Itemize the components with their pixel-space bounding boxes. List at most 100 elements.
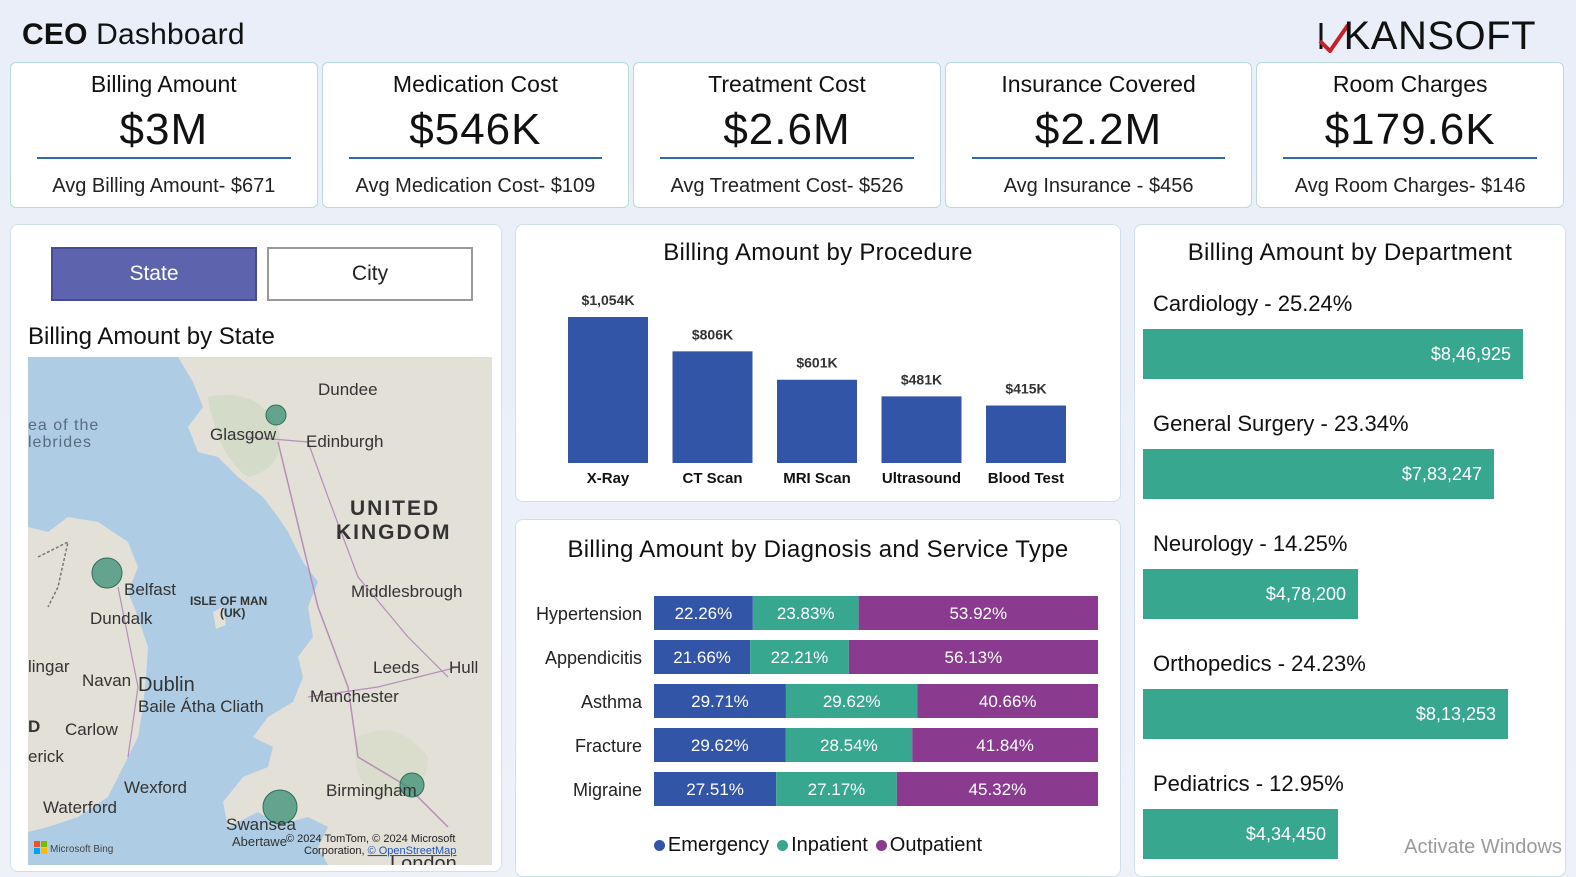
kpi-title: Insurance Covered [1001, 71, 1196, 97]
department-percent-label: Neurology - 14.25% [1153, 531, 1348, 556]
kpi-subtitle: Avg Treatment Cost- $526 [670, 175, 904, 197]
kpi-card[interactable]: Insurance Covered $2.2M Avg Insurance - $4… [944, 62, 1253, 208]
department-value-label: $4,34,450 [1245, 823, 1326, 844]
kpi-value: $3M [119, 105, 209, 154]
legend-item-emergency[interactable]: Emergency [653, 834, 769, 857]
legend-dot [653, 840, 665, 851]
procedure-bar[interactable] [986, 405, 1066, 463]
department-item: Pediatrics - 12.95% $4,34,450 [1143, 771, 1344, 859]
kpi-value: $2.6M [723, 105, 851, 154]
kpi-title: Billing Amount [90, 71, 237, 97]
legend-item-inpatient[interactable]: Inpatient [777, 834, 868, 857]
diagnosis-segment-label: 22.26% [675, 604, 733, 623]
diagnosis-segment-outpatient[interactable] [896, 772, 1098, 806]
procedure-bar[interactable] [777, 379, 857, 463]
diagnosis-segment-label: 45.32% [969, 780, 1027, 799]
map-bubble-scotland[interactable] [265, 404, 287, 426]
diagnosis-segment-inpatient[interactable] [750, 640, 849, 674]
department-item: Orthopedics - 24.23% $8,13,253 [1143, 651, 1508, 739]
diagnosis-segment-emergency[interactable] [654, 640, 751, 674]
legend-dot [777, 840, 789, 851]
diagnosis-segment-label: 21.66% [673, 648, 731, 667]
map-label-lingar: lingar [28, 657, 70, 676]
diagnosis-segment-label: 53.92% [949, 604, 1007, 623]
isle-of-man [213, 607, 226, 629]
procedure-value-label: $1,054K [582, 292, 635, 308]
diagnosis-segment-label: 22.21% [771, 648, 829, 667]
diagnosis-segment-inpatient[interactable] [785, 684, 918, 718]
procedure-value-label: $806K [692, 326, 733, 342]
procedure-bar[interactable] [568, 317, 648, 463]
diagnosis-segment-outpatient[interactable] [917, 684, 1098, 718]
map-label-hull: Hull [449, 658, 478, 677]
procedure-bar[interactable] [881, 396, 962, 463]
kansoft-logo-text: KANSOFT [1343, 13, 1536, 58]
map-label-isle-of-man: ISLE OF MAN [190, 594, 267, 608]
map-label-isle-of-man-uk: (UK) [220, 606, 245, 620]
city-toggle-button[interactable]: City [267, 247, 473, 301]
map-label-dublin: Dublin [138, 674, 195, 696]
department-percent-label: General Surgery - 23.34% [1153, 411, 1409, 436]
diagnosis-segment-emergency[interactable] [654, 596, 753, 630]
diagnosis-segment-emergency[interactable] [654, 684, 786, 718]
diagnosis-segment-inpatient[interactable] [776, 772, 897, 806]
department-bar[interactable]: $8,13,253 [1143, 689, 1508, 739]
map-label-carlow: Carlow [65, 720, 119, 739]
department-chart-panel: Billing Amount by Department Cardiology … [1134, 224, 1566, 877]
kpi-value: $546K [409, 105, 542, 154]
kpi-subtitle: Avg Billing Amount- $671 [52, 175, 276, 197]
map-label-swansea: Swansea [226, 815, 296, 834]
kpi-card[interactable]: Billing Amount $3M Avg Billing Amount- $67… [10, 62, 318, 208]
diagnosis-segment-label: 27.17% [808, 780, 866, 799]
ms-logo-square [34, 848, 40, 854]
map-label-wexford: Wexford [124, 778, 187, 797]
map-attribution: © 2024 TomTom, © 2024 Microsoft Corporat… [286, 833, 456, 857]
kpi-subtitle: Avg Room Charges- $146 [1294, 175, 1526, 197]
diagnosis-segment-label: 29.62% [691, 736, 749, 755]
procedure-value-label: $415K [1005, 381, 1046, 397]
kpi-divider [660, 157, 914, 159]
billing-state-map[interactable]: Dundee Glasgow Edinburgh UNITED KINGDOM … [28, 357, 492, 865]
department-value-label: $8,13,253 [1415, 703, 1496, 724]
kpi-card[interactable]: Treatment Cost $2.6M Avg Treatment Cost- $… [633, 62, 941, 208]
map-label-waterford: Waterford [43, 798, 117, 817]
diagnosis-segment-label: 29.62% [823, 692, 881, 711]
map-bubble-northern-ireland[interactable] [91, 557, 123, 589]
diagnosis-category-label: Migraine [573, 780, 642, 800]
department-percent-label: Pediatrics - 12.95% [1153, 771, 1344, 796]
department-bar[interactable]: $7,83,247 [1143, 449, 1494, 499]
ms-logo-square [41, 848, 47, 854]
state-toggle-button[interactable]: State [51, 247, 257, 301]
procedure-category-label: Blood Test [988, 470, 1064, 487]
osm-link[interactable]: © OpenStreetMap [368, 845, 457, 857]
map-label-birmingham: Birmingham [326, 781, 417, 800]
kpi-card[interactable]: Room Charges $179.6K Avg Room Charges- $14… [1256, 62, 1564, 208]
department-bar[interactable]: $4,34,450 [1143, 809, 1338, 859]
diagnosis-segment-outpatient[interactable] [912, 728, 1098, 762]
diagnosis-segment-inpatient[interactable] [785, 728, 913, 762]
map-bubble-england[interactable] [399, 772, 425, 798]
map-label-middlesbrough: Middlesbrough [351, 582, 463, 601]
procedure-bar[interactable] [672, 351, 753, 463]
diagnosis-segment-emergency[interactable] [654, 728, 786, 762]
diagnosis-segment-inpatient[interactable] [752, 596, 859, 630]
department-bar[interactable]: $4,78,200 [1143, 569, 1358, 619]
diagnosis-segment-label: 29.71% [691, 692, 749, 711]
page-title: CEO Dashboard [22, 18, 245, 52]
diagnosis-segment-outpatient[interactable] [858, 596, 1098, 630]
procedure-chart-title: Billing Amount by Procedure [663, 239, 973, 266]
diagnosis-segment-emergency[interactable] [654, 772, 777, 806]
map-labels: Dundee Glasgow Edinburgh UNITED KINGDOM … [28, 380, 478, 865]
diagnosis-segment-outpatient[interactable] [848, 640, 1098, 674]
map-title: Billing Amount by State [28, 323, 275, 350]
department-value-label: $7,83,247 [1401, 463, 1482, 484]
page-title-bold: CEO [22, 18, 88, 51]
kpi-title: Treatment Cost [708, 71, 866, 97]
map-bubble-wales[interactable] [262, 789, 298, 825]
map-label-edinburgh: Edinburgh [306, 432, 384, 451]
legend-item-outpatient[interactable]: Outpatient [875, 834, 982, 857]
map-label-leeds: Leeds [373, 658, 419, 677]
diagnosis-chart-panel: Billing Amount by Diagnosis and Service … [515, 519, 1121, 877]
department-bar[interactable]: $8,46,925 [1143, 329, 1523, 379]
kpi-card[interactable]: Medication Cost $546K Avg Medication Cost-… [321, 62, 630, 208]
